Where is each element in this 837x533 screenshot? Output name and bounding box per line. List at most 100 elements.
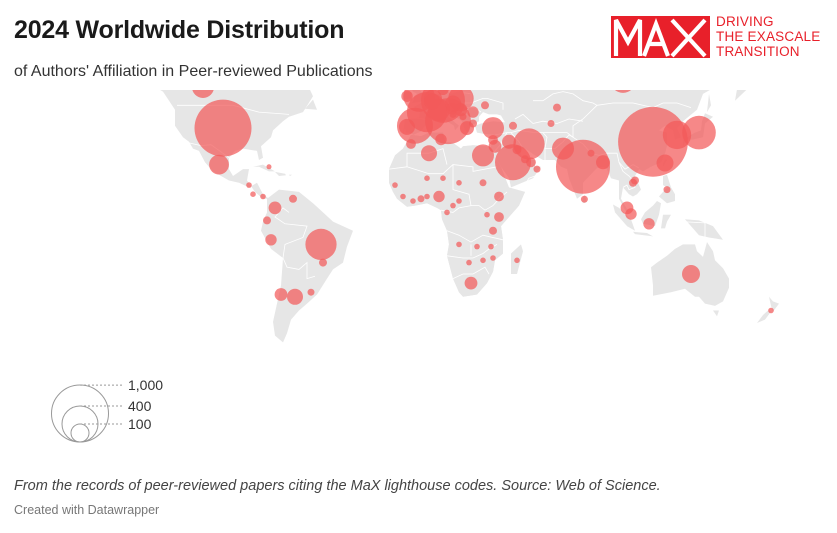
data-bubble[interactable] bbox=[662, 120, 692, 150]
land-hispaniola bbox=[275, 171, 286, 176]
data-bubble[interactable] bbox=[547, 120, 555, 127]
data-bubble[interactable] bbox=[449, 110, 457, 118]
max-logo-letters bbox=[613, 18, 707, 58]
data-bubble[interactable] bbox=[494, 212, 504, 222]
page-title: 2024 Worldwide Distribution bbox=[14, 16, 345, 44]
data-bubble[interactable] bbox=[456, 180, 462, 186]
data-bubble[interactable] bbox=[319, 258, 327, 267]
data-bubble[interactable] bbox=[494, 191, 504, 202]
data-bubble[interactable] bbox=[656, 154, 674, 172]
data-bubble[interactable] bbox=[289, 194, 297, 203]
data-bubble[interactable] bbox=[433, 190, 445, 203]
data-bubble[interactable] bbox=[417, 195, 425, 203]
data-bubble[interactable] bbox=[480, 257, 486, 264]
land-nz-north bbox=[769, 296, 779, 312]
data-bubble[interactable] bbox=[682, 115, 716, 150]
data-bubble[interactable] bbox=[479, 179, 487, 187]
max-logo: DRIVING THE EXASCALE TRANSITION bbox=[611, 14, 831, 60]
data-bubble[interactable] bbox=[250, 191, 256, 197]
data-bubble[interactable] bbox=[265, 234, 277, 246]
data-bubble[interactable] bbox=[450, 202, 456, 209]
world-map bbox=[160, 90, 779, 343]
data-bubble[interactable] bbox=[490, 255, 496, 261]
data-bubble[interactable] bbox=[444, 209, 450, 216]
data-bubble[interactable] bbox=[246, 182, 252, 188]
border-line bbox=[542, 132, 548, 160]
data-bubble[interactable] bbox=[466, 259, 472, 266]
data-bubble[interactable] bbox=[424, 93, 440, 110]
data-bubble[interactable] bbox=[209, 154, 229, 175]
data-bubble[interactable] bbox=[392, 182, 398, 188]
border-line bbox=[470, 98, 504, 110]
data-bubble[interactable] bbox=[488, 135, 498, 145]
data-bubble[interactable] bbox=[400, 193, 406, 200]
data-bubble[interactable] bbox=[287, 288, 303, 305]
data-bubble[interactable] bbox=[587, 149, 595, 157]
data-bubble[interactable] bbox=[435, 133, 447, 146]
data-bubble[interactable] bbox=[260, 193, 266, 200]
data-bubble[interactable] bbox=[307, 288, 315, 296]
data-bubble[interactable] bbox=[663, 186, 671, 194]
land-sakhalin bbox=[707, 93, 711, 113]
data-bubble[interactable] bbox=[456, 241, 462, 248]
data-bubble[interactable] bbox=[580, 195, 588, 203]
data-bubble[interactable] bbox=[421, 145, 437, 162]
data-bubble[interactable] bbox=[482, 117, 504, 140]
data-bubble[interactable] bbox=[768, 307, 774, 314]
data-bubble[interactable] bbox=[512, 145, 522, 155]
data-bubble[interactable] bbox=[440, 175, 446, 181]
border-line bbox=[522, 175, 536, 188]
data-bubble[interactable] bbox=[464, 276, 478, 290]
data-bubble[interactable] bbox=[625, 208, 637, 220]
data-bubble[interactable] bbox=[509, 121, 517, 130]
data-bubble[interactable] bbox=[268, 201, 282, 215]
data-bubble[interactable] bbox=[631, 176, 639, 185]
data-bubble[interactable] bbox=[263, 216, 271, 225]
data-bubble[interactable] bbox=[406, 139, 416, 149]
data-bubble[interactable] bbox=[424, 193, 430, 200]
border-line bbox=[446, 230, 504, 243]
data-bubble[interactable] bbox=[488, 243, 494, 250]
data-bubble[interactable] bbox=[484, 211, 490, 218]
data-bubble[interactable] bbox=[194, 99, 252, 157]
data-bubble[interactable] bbox=[489, 226, 497, 235]
data-bubble[interactable] bbox=[474, 243, 480, 250]
land-sumatra bbox=[613, 204, 635, 231]
data-bubble[interactable] bbox=[424, 175, 430, 181]
data-bubble[interactable] bbox=[553, 103, 561, 112]
data-bubble[interactable] bbox=[682, 265, 700, 283]
legend-circle bbox=[70, 423, 90, 443]
data-bubble[interactable] bbox=[552, 137, 574, 160]
data-bubble[interactable] bbox=[401, 90, 413, 102]
land-africa-fill bbox=[389, 132, 525, 297]
data-bubble[interactable] bbox=[596, 155, 610, 170]
data-bubble[interactable] bbox=[643, 218, 655, 230]
data-bubble[interactable] bbox=[305, 228, 337, 260]
data-bubble[interactable] bbox=[513, 128, 545, 160]
data-bubble[interactable] bbox=[454, 103, 468, 117]
data-bubble[interactable] bbox=[610, 90, 635, 93]
data-bubble[interactable] bbox=[399, 118, 415, 135]
land-tasmania bbox=[713, 310, 719, 317]
data-bubble[interactable] bbox=[467, 106, 479, 118]
legend-circles bbox=[51, 384, 124, 443]
land-antilles bbox=[289, 174, 292, 176]
data-bubble[interactable] bbox=[192, 90, 214, 98]
data-bubble[interactable] bbox=[456, 198, 462, 204]
data-bubble[interactable] bbox=[469, 119, 477, 128]
data-bubble[interactable] bbox=[521, 155, 529, 164]
data-bubble[interactable] bbox=[266, 164, 272, 170]
data-bubble[interactable] bbox=[514, 257, 520, 264]
max-logo-mark bbox=[611, 16, 710, 58]
data-bubble[interactable] bbox=[437, 90, 449, 95]
data-bubble[interactable] bbox=[481, 101, 489, 110]
data-bubble[interactable] bbox=[410, 198, 416, 204]
size-legend: 1,000 400 100 bbox=[48, 378, 178, 450]
data-bubble[interactable] bbox=[472, 144, 494, 167]
data-bubble[interactable] bbox=[459, 113, 467, 121]
data-bubble[interactable] bbox=[274, 288, 288, 301]
data-bubble[interactable] bbox=[502, 134, 516, 149]
land-cuba bbox=[253, 164, 275, 172]
data-bubble[interactable] bbox=[533, 165, 541, 173]
max-logo-tagline: DRIVING THE EXASCALE TRANSITION bbox=[716, 14, 820, 59]
